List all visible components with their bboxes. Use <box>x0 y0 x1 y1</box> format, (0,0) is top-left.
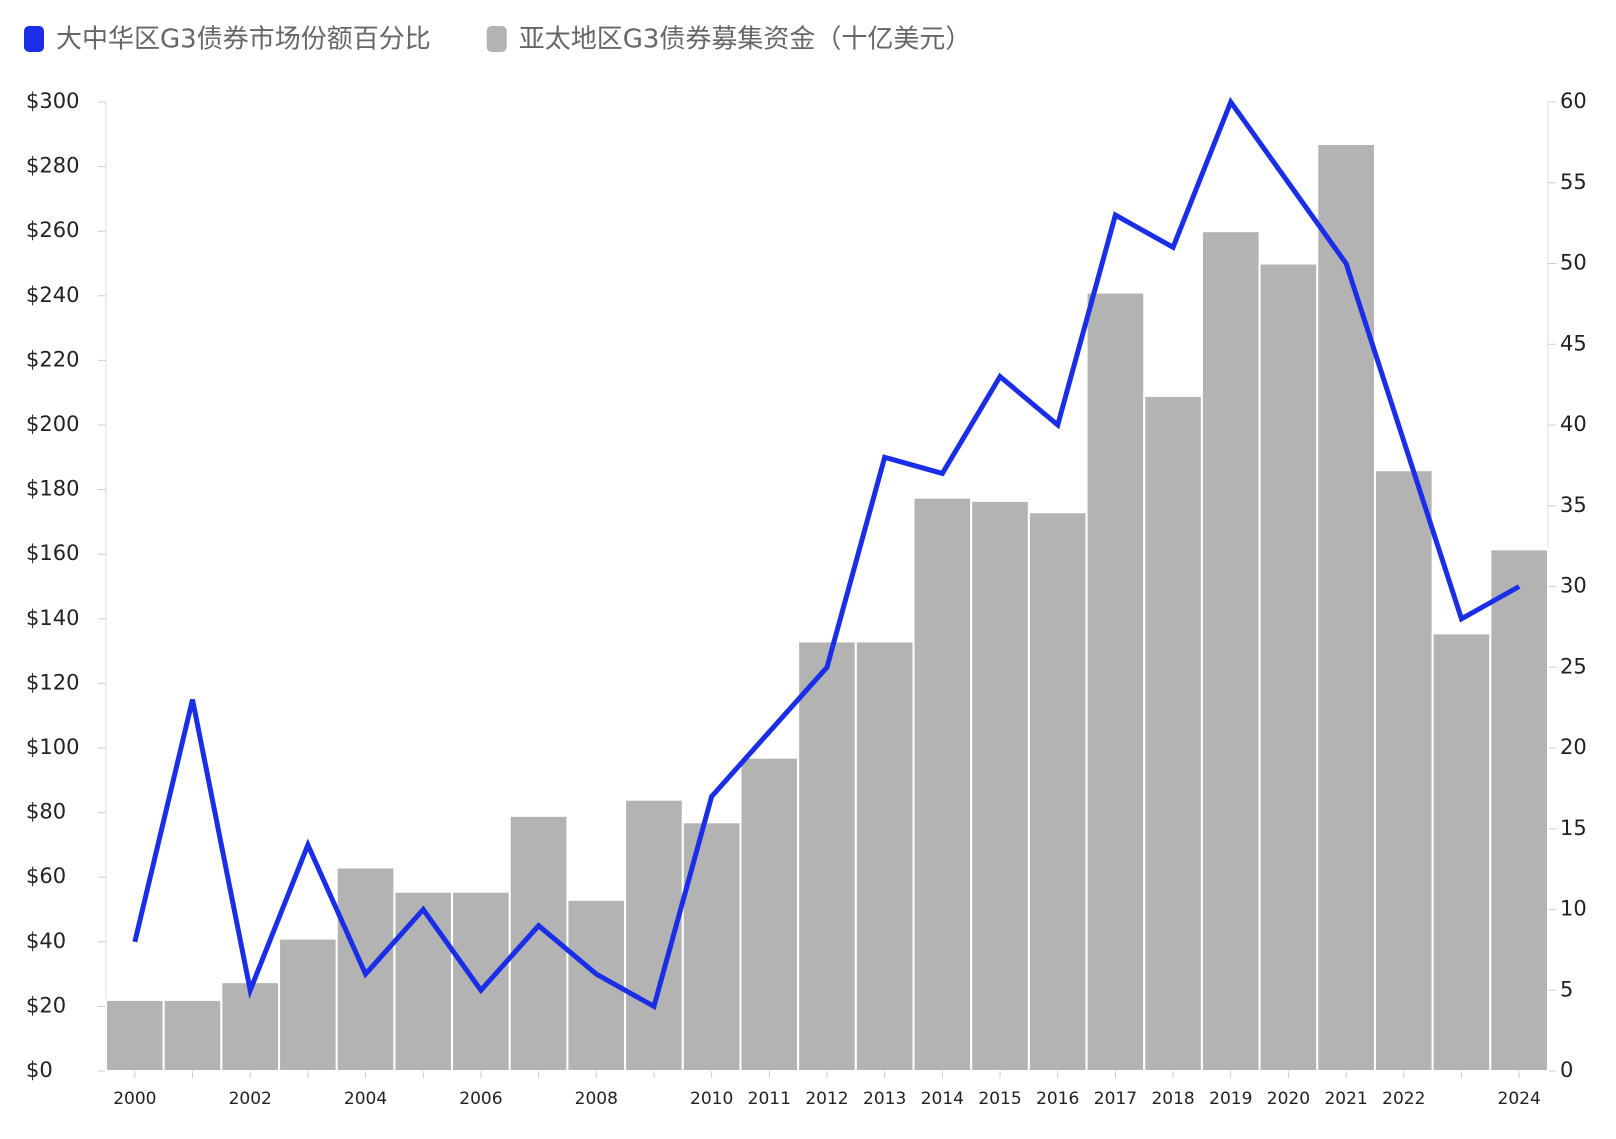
x-tick-label: 2019 <box>1209 1089 1252 1109</box>
x-tick-label: 2015 <box>978 1089 1021 1109</box>
line <box>132 96 1521 1011</box>
x-tick-label: 2021 <box>1324 1089 1367 1109</box>
y-tick-label: $240 <box>26 283 79 307</box>
bar <box>739 756 800 1072</box>
legend-label: 亚太地区G3债券募集资金（十亿美元） <box>519 25 972 55</box>
x-tick-label: 2012 <box>805 1089 848 1109</box>
y2-tick-label: 30 <box>1560 574 1587 598</box>
x-tick-label: 2008 <box>575 1089 618 1109</box>
y-tick-label: $280 <box>26 154 79 178</box>
bar <box>854 640 915 1072</box>
x-tick-label: 2014 <box>921 1089 964 1109</box>
y-tick-label: $120 <box>26 670 79 694</box>
x-tick-label: 2018 <box>1151 1089 1194 1109</box>
y2-tick-label: 55 <box>1560 170 1587 194</box>
x-tick-label: 2011 <box>748 1089 791 1109</box>
bar <box>970 499 1030 1072</box>
bar <box>1027 511 1088 1072</box>
y2-tick-label: 60 <box>1560 89 1587 113</box>
y2-tick-label: 0 <box>1560 1058 1573 1082</box>
y-tick-label: $80 <box>26 800 66 824</box>
y-tick-label: $160 <box>26 541 79 565</box>
x-tick-label: 2017 <box>1094 1089 1137 1109</box>
y2-tick-label: 15 <box>1560 816 1587 840</box>
y-tick-label: $180 <box>26 477 79 501</box>
bar <box>1085 291 1146 1072</box>
x-tick-label: 2004 <box>344 1089 387 1109</box>
bar <box>278 937 338 1072</box>
legend-swatch <box>24 26 44 52</box>
y2-tick-label: 45 <box>1560 331 1587 355</box>
bar <box>1316 142 1376 1073</box>
y2-tick-label: 10 <box>1560 897 1587 921</box>
y-tick-label: $0 <box>26 1058 53 1082</box>
bar <box>1143 394 1203 1072</box>
x-tick-label: 2010 <box>690 1089 733 1109</box>
bar <box>912 496 973 1072</box>
y-tick-label: $140 <box>26 606 79 630</box>
x-tick-label: 2002 <box>229 1089 272 1109</box>
bar <box>1431 632 1492 1073</box>
y-tick-label: $20 <box>26 993 66 1017</box>
y-tick-label: $220 <box>26 347 79 371</box>
y-tick-label: $300 <box>26 89 79 113</box>
x-tick-label: 2024 <box>1498 1089 1541 1109</box>
bar <box>1373 469 1434 1073</box>
x-tick-label: 2016 <box>1036 1089 1079 1109</box>
legend-swatch <box>486 26 507 52</box>
bar <box>681 821 742 1072</box>
y2-tick-label: 35 <box>1560 493 1587 517</box>
x-tick-label: 2022 <box>1382 1089 1425 1109</box>
y2-tick-label: 50 <box>1560 251 1587 275</box>
y-tick-label: $100 <box>26 735 79 759</box>
y-tick-label: $200 <box>26 412 79 436</box>
y-tick-label: $260 <box>26 218 79 242</box>
y2-tick-label: 20 <box>1560 735 1587 759</box>
bar <box>162 998 223 1072</box>
bar <box>1200 230 1261 1072</box>
y2-tick-label: 5 <box>1560 977 1573 1001</box>
bar <box>797 640 857 1072</box>
y-tick-label: $60 <box>26 864 66 888</box>
bar <box>1489 548 1549 1072</box>
bar <box>105 998 165 1072</box>
x-tick-label: 2000 <box>113 1089 156 1109</box>
y-tick-label: $40 <box>26 929 66 953</box>
x-tick-label: 2006 <box>459 1089 502 1109</box>
x-tick-label: 2020 <box>1267 1089 1310 1109</box>
legend-label: 大中华区G3债券市场份额百分比 <box>56 25 431 55</box>
y2-tick-label: 25 <box>1560 654 1587 678</box>
x-tick-label: 2013 <box>863 1089 906 1109</box>
y2-tick-label: 40 <box>1560 412 1587 436</box>
bar <box>1258 262 1319 1072</box>
bar <box>393 890 454 1072</box>
bar <box>451 890 511 1072</box>
